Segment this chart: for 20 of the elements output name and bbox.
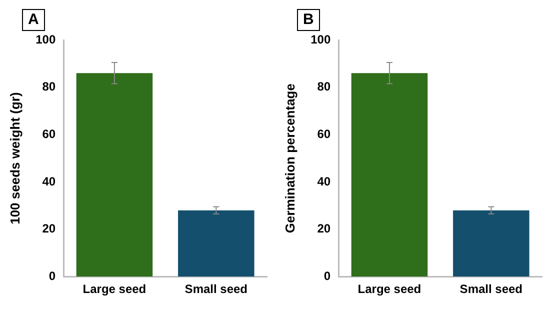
- y-tick-label: 60: [317, 126, 331, 141]
- y-tick-label: 80: [42, 80, 56, 94]
- y-axis-title: Germination percentage: [282, 84, 298, 234]
- y-tick-label: 60: [42, 126, 56, 141]
- x-tick-label: Small seed: [460, 282, 523, 296]
- chart-title: A: [22, 9, 45, 31]
- y-tick-label: 100: [36, 32, 56, 46]
- y-axis-title: 100 seeds weight (gr): [7, 92, 22, 224]
- y-tick-label: 80: [317, 80, 331, 94]
- y-tick-label: 40: [42, 174, 56, 188]
- y-tick-label: 100: [310, 32, 331, 46]
- x-tick-label: Large seed: [82, 282, 146, 296]
- x-tick-label: Large seed: [358, 282, 422, 296]
- y-tick-label: 0: [48, 268, 56, 283]
- y-tick-label: 20: [317, 222, 331, 236]
- x-tick-label: Small seed: [184, 282, 248, 296]
- y-tick-label: 40: [317, 174, 331, 188]
- y-tick-label: 20: [42, 222, 56, 236]
- chart-title: B: [297, 9, 320, 31]
- y-tick-label: 0: [324, 268, 331, 283]
